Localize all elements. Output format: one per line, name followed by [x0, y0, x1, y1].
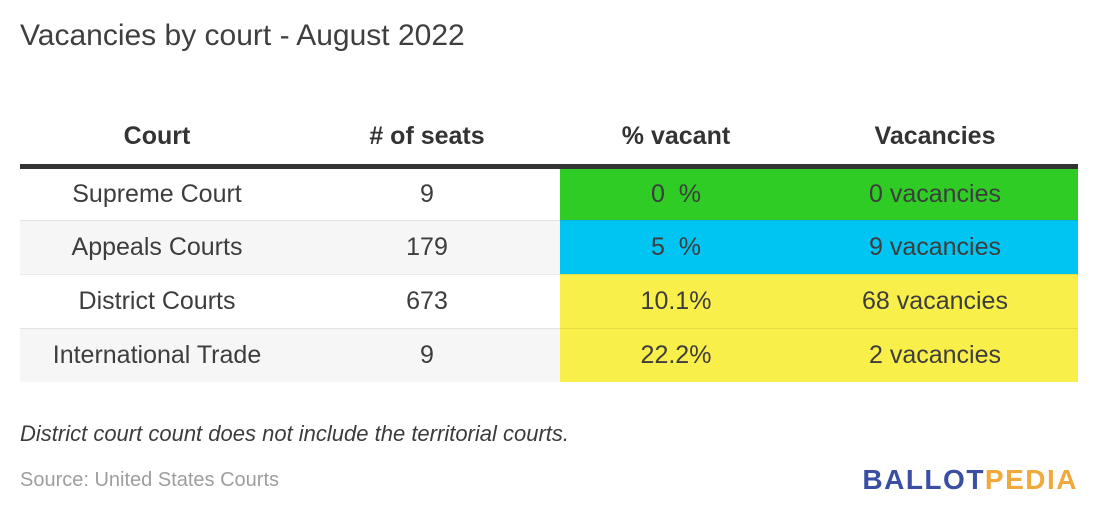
vacancies-cell: 9 vacancies [792, 219, 1078, 274]
vacancies-cell: 2 vacancies [792, 327, 1078, 382]
seats-cell: 179 [294, 219, 560, 274]
seats-cell: 9 [420, 179, 434, 208]
vacancies-table: Court # of seats % vacant Vacancies Supr… [20, 110, 1078, 382]
pct-cell: 0 % [560, 166, 792, 220]
table-row: District Courts 673 10.1% 68 vacancies [20, 273, 1078, 328]
court-cell: District Courts [20, 273, 294, 328]
bottom-row: Source: United States Courts BALLOTPEDIA [20, 465, 1078, 495]
court-cell: International Trade [20, 327, 294, 382]
pct-cell: 5 % [560, 219, 792, 274]
pct-cell: 10.1% [560, 273, 792, 328]
table-row: Supreme Court 9 0 % 0 vacancies [20, 166, 1078, 220]
vacancies-cell: 68 vacancies [792, 273, 1078, 328]
vacancies-cell: 0 vacancies [792, 166, 1078, 220]
table-row: Appeals Courts 179 5 % 9 vacancies [20, 219, 1078, 274]
logo-text-ballot: BALLOT [862, 464, 985, 495]
source-attribution: Source: United States Courts [20, 468, 280, 491]
page-title: Vacancies by court - August 2022 [20, 19, 465, 52]
seats-cell: 673 [294, 273, 560, 328]
pct-cell: 22.2% [560, 327, 792, 382]
footnote: District court count does not include th… [20, 421, 570, 446]
ballotpedia-logo: BALLOTPEDIA [862, 465, 1078, 495]
logo-text-pedia: PEDIA [984, 464, 1078, 495]
column-header-court: Court [20, 110, 294, 169]
column-header-seats: # of seats [294, 110, 560, 169]
seats-cell: 9 [294, 327, 560, 382]
table-row: International Trade 9 22.2% 2 vacancies [20, 327, 1078, 382]
court-cell: Supreme Court [72, 179, 242, 208]
table-header-row: Court # of seats % vacant Vacancies [20, 110, 1078, 169]
column-header-vacancies: Vacancies [792, 110, 1078, 169]
court-cell: Appeals Courts [20, 219, 294, 274]
column-header-pct: % vacant [560, 110, 792, 169]
